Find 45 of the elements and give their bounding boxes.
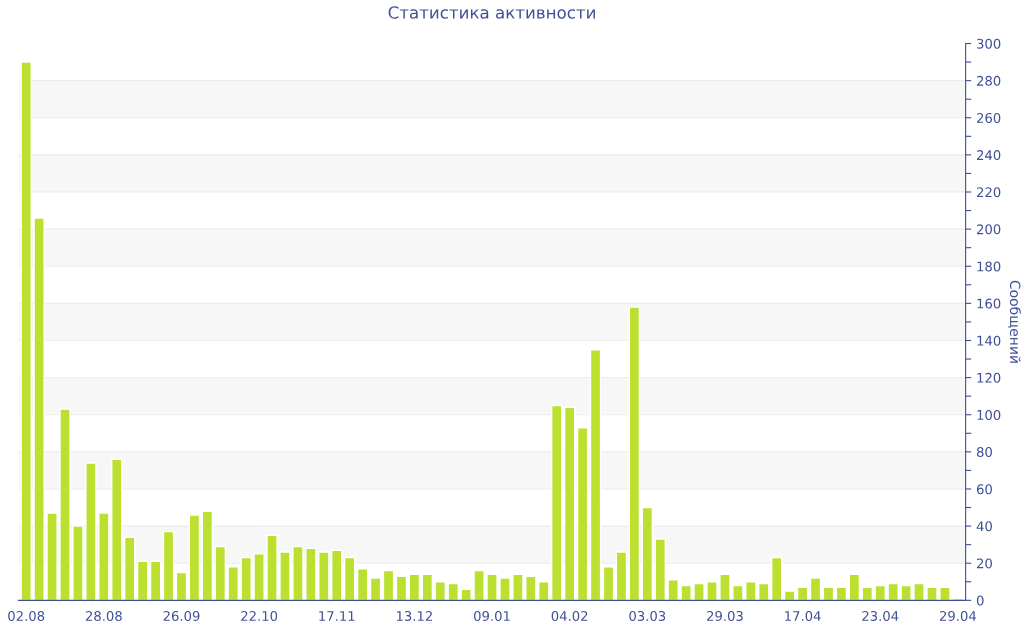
y-tick-label: 100 bbox=[977, 409, 1001, 420]
y-tick-label: 180 bbox=[977, 261, 1001, 272]
y-tick-label: 300 bbox=[977, 38, 1001, 49]
bar bbox=[175, 571, 188, 601]
y-tick-label: 220 bbox=[977, 187, 1001, 198]
y-tick-label: 160 bbox=[977, 298, 1001, 309]
bar bbox=[421, 573, 434, 601]
y-tick-label: 0 bbox=[976, 595, 984, 606]
x-tick-label: 09.01 bbox=[474, 610, 510, 621]
bar bbox=[783, 590, 796, 601]
bar bbox=[395, 575, 408, 601]
x-tick-label: 03.03 bbox=[629, 610, 666, 621]
x-tick-label: 02.08 bbox=[8, 610, 45, 621]
y-tick-label: 260 bbox=[977, 112, 1001, 123]
x-tick-label: 26.09 bbox=[163, 610, 200, 621]
x-tick-label: 23.04 bbox=[862, 610, 899, 621]
y-tick-label: 80 bbox=[976, 447, 992, 458]
bar bbox=[822, 586, 835, 601]
x-tick-label: 17.04 bbox=[785, 610, 821, 621]
y-tick-label: 120 bbox=[977, 372, 1001, 383]
x-tick-label: 28.08 bbox=[85, 610, 122, 621]
x-tick-label: 22.10 bbox=[241, 610, 278, 621]
bar bbox=[602, 566, 615, 601]
x-tick-label: 17.11 bbox=[319, 611, 355, 621]
bar bbox=[809, 577, 822, 601]
y-tick-label: 240 bbox=[977, 150, 1001, 161]
bar bbox=[408, 573, 421, 601]
y-tick-label: 60 bbox=[976, 484, 992, 495]
y-tick-label: 40 bbox=[976, 521, 992, 532]
y-tick-label: 20 bbox=[977, 558, 992, 569]
bar bbox=[369, 577, 382, 601]
y-axis-title: Сообщений bbox=[1008, 280, 1021, 363]
bar bbox=[796, 586, 809, 601]
x-tick-label: 13.12 bbox=[396, 610, 432, 621]
x-tick-label: 29.03 bbox=[707, 610, 743, 621]
chart-title: Статистика активности bbox=[388, 6, 595, 19]
bar bbox=[382, 569, 395, 601]
x-tick-label: 04.02 bbox=[551, 610, 588, 621]
y-tick-label: 140 bbox=[977, 335, 1001, 346]
bar bbox=[356, 568, 369, 601]
y-tick-label: 280 bbox=[977, 75, 1001, 86]
bar bbox=[835, 586, 848, 601]
x-tick-label: 29.04 bbox=[939, 610, 977, 621]
bar bbox=[848, 573, 861, 601]
y-tick-label: 200 bbox=[977, 224, 1001, 235]
